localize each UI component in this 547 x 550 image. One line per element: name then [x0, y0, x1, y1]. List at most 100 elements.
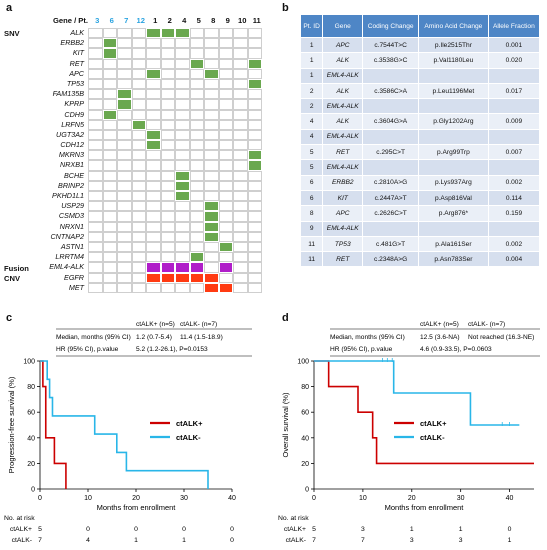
mutation-cell	[204, 150, 219, 161]
mutation-cell	[88, 58, 103, 69]
mutation-cell-filled	[189, 252, 204, 263]
mutation-cell	[146, 211, 161, 222]
table-row: 6 ERBB2 c.2810A>G p.Lys937Arg 0.002	[299, 174, 541, 191]
mutation-cell	[175, 58, 190, 69]
mutation-cell	[247, 241, 262, 253]
legend-label: ctALK-	[420, 433, 445, 442]
gene-label: RET	[69, 58, 84, 68]
mutation-cell	[102, 211, 117, 222]
mutation-cell	[218, 109, 233, 120]
mutation-cell	[175, 48, 190, 59]
gene-label: LRRTM4	[55, 252, 84, 262]
table-cell: 5	[299, 159, 324, 176]
gene-row	[88, 252, 262, 263]
mutation-cell	[189, 68, 204, 79]
mutation-cell	[233, 191, 248, 202]
mutation-cell	[247, 89, 262, 100]
mutation-cell	[102, 150, 117, 161]
mutation-cell	[189, 160, 204, 171]
mutation-cell	[117, 221, 132, 232]
mutation-cell	[189, 282, 204, 293]
mutation-cell	[175, 129, 190, 141]
mutation-cell	[218, 78, 233, 90]
stats-value: 1.2 (0.7-5.4)	[136, 334, 172, 341]
risk-count: 0	[182, 526, 186, 533]
risk-table-title: No. at risk	[278, 515, 309, 522]
mutation-cell	[175, 211, 190, 222]
y-axis-label: Progression-free survival (%)	[7, 376, 16, 473]
table-cell: EML4-ALK	[322, 159, 364, 176]
mutation-cell	[175, 119, 190, 130]
mutation-cell	[117, 68, 132, 79]
stats-header-1: ctALK+ (n=5)	[420, 321, 459, 328]
risk-count: 0	[508, 526, 512, 533]
mutation-cell	[175, 99, 190, 110]
mutation-cell-filled	[247, 58, 262, 69]
y-tick-label: 80	[27, 384, 35, 391]
risk-count: 0	[230, 526, 234, 533]
mutation-cell	[88, 48, 103, 59]
x-axis-label: Months from enrollment	[385, 503, 465, 512]
gene-label: USP29	[61, 201, 84, 211]
table-row: 11 RET c.2348A>G p.Asn783Ser 0.004	[299, 251, 541, 268]
stats-header-2: ctALK- (n=7)	[468, 321, 505, 328]
mutation-cell	[102, 180, 117, 191]
mutation-cell-filled	[247, 160, 262, 171]
mutation-cell	[117, 150, 132, 161]
survival-curve-0	[40, 360, 67, 489]
mutation-cell	[88, 160, 103, 171]
gene-row	[88, 140, 262, 151]
mutation-cell	[117, 231, 132, 242]
risk-count: 3	[361, 526, 365, 533]
mutation-cell	[247, 99, 262, 110]
table-cell: c.3538G>C	[362, 52, 420, 69]
mutation-cell	[218, 140, 233, 151]
mutation-cell	[160, 221, 175, 232]
mutation-cell	[189, 140, 204, 151]
mutation-heatmap-panel: Gene / Pt. 3 6 7 12 1 2 4 5 8 9 10 11 ALK ERBB2 KIT RE…	[0, 0, 280, 310]
risk-count: 0	[134, 526, 138, 533]
table-cell: EML4-ALK	[322, 128, 364, 146]
mutation-cell-filled	[204, 282, 219, 293]
gene-row	[88, 99, 262, 110]
table-cell	[487, 67, 541, 84]
risk-count: 3	[410, 537, 414, 544]
mutation-cell	[102, 231, 117, 242]
mutation-cell	[233, 99, 248, 110]
mutation-cell	[146, 99, 161, 110]
mutation-cell	[88, 89, 103, 100]
table-cell: 0.017	[487, 82, 541, 100]
gene-label: CDH9	[64, 109, 84, 119]
gene-row	[88, 48, 262, 59]
mutation-cell	[204, 129, 219, 141]
mutation-cell	[102, 221, 117, 232]
mutation-cell-filled	[218, 262, 233, 273]
mutation-cell	[247, 68, 262, 79]
mutation-cell	[189, 150, 204, 161]
table-cell: ERBB2	[322, 174, 364, 191]
mutation-cell	[146, 221, 161, 232]
table-header-cell: Coding Change	[362, 14, 420, 38]
mutation-cell	[117, 211, 132, 222]
table-cell: 0.002	[487, 174, 541, 191]
x-tick-label: 10	[84, 495, 92, 502]
mutation-cell	[102, 99, 117, 110]
table-cell	[362, 220, 420, 237]
mutation-cell	[189, 48, 204, 59]
y-tick-label: 40	[27, 435, 35, 442]
mutation-cell-filled	[146, 262, 161, 273]
mutation-cell	[175, 150, 190, 161]
mutation-cell	[102, 241, 117, 253]
mutation-cell	[233, 89, 248, 100]
table-header-cell: Gene	[322, 14, 364, 38]
stats-row-label: HR (95% CI), p.value	[330, 346, 393, 353]
mutation-cell	[131, 109, 146, 120]
mutation-cell	[204, 38, 219, 49]
mutation-cell-filled	[247, 150, 262, 161]
mutation-cell	[247, 109, 262, 120]
mutation-cell	[160, 170, 175, 181]
gene-label: NRXB1	[60, 160, 84, 170]
mutation-cell	[189, 201, 204, 212]
mutation-cell	[175, 89, 190, 100]
x-tick-label: 40	[506, 495, 514, 502]
